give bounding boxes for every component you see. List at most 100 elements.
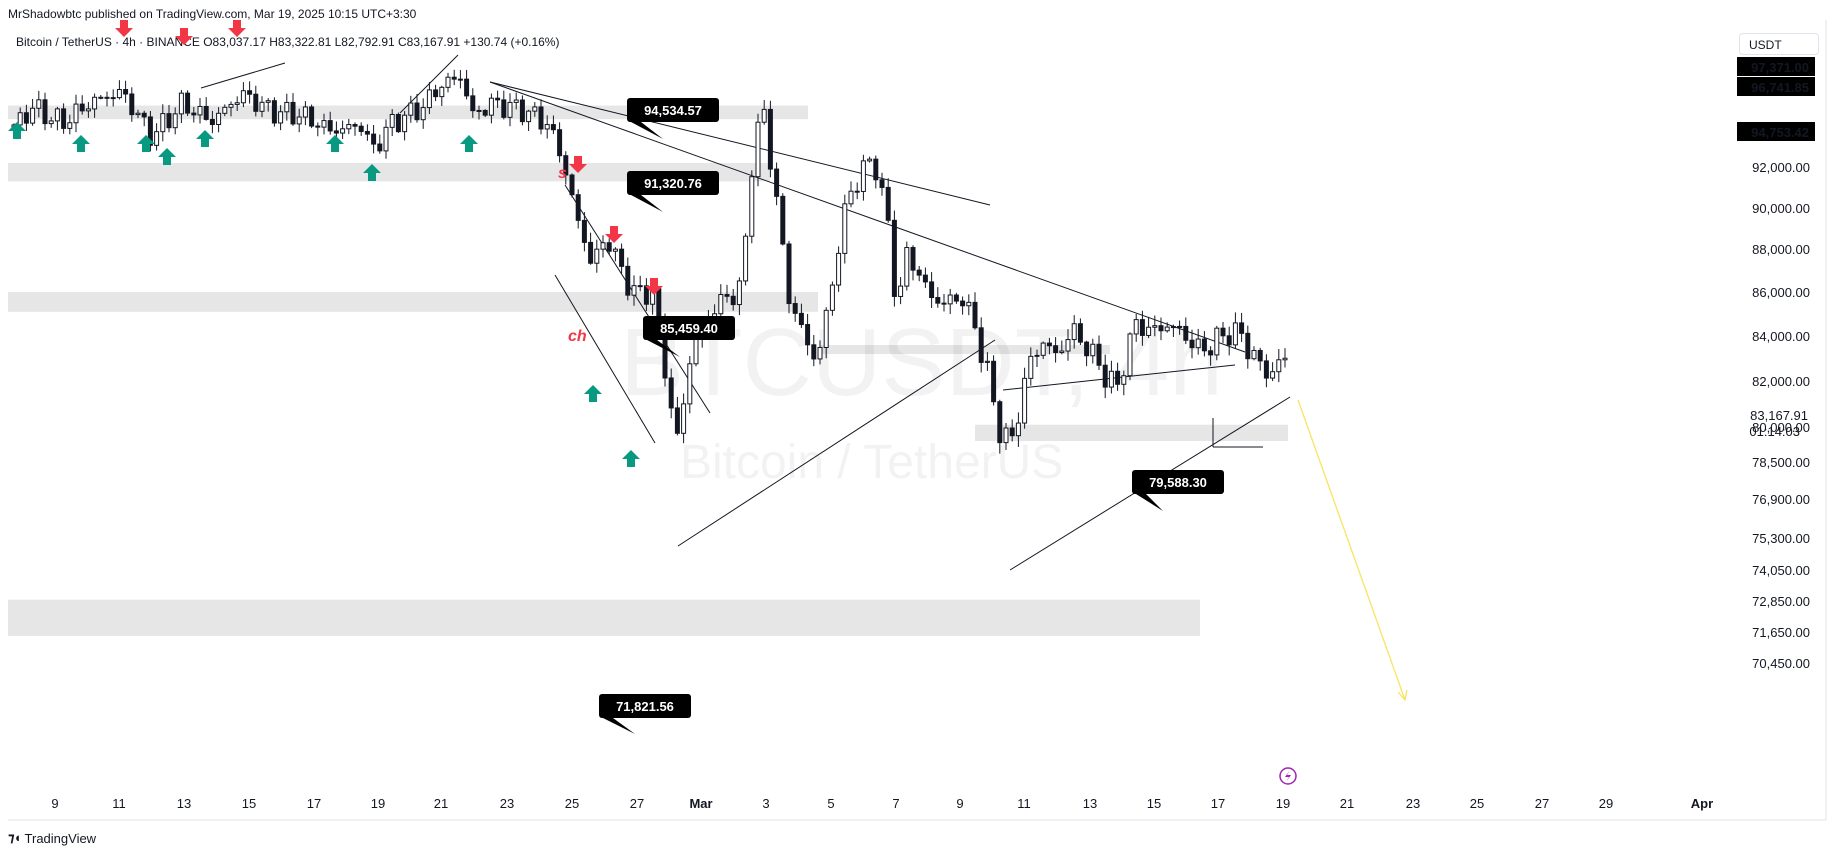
- candle-body: [935, 297, 941, 304]
- candle-body: [848, 190, 854, 205]
- y-tick-label: 72,850.00: [1752, 594, 1810, 609]
- candle-body: [191, 112, 197, 116]
- candle-body: [978, 327, 984, 363]
- candle-body: [873, 158, 879, 181]
- candle-body: [1121, 375, 1127, 385]
- candle-body: [1251, 349, 1257, 360]
- candle-body: [340, 128, 346, 134]
- candle-body: [129, 93, 135, 116]
- candle-body: [73, 103, 79, 124]
- candle-body: [550, 124, 556, 131]
- candle-body: [42, 99, 48, 125]
- y-tick-label: 80,000.00: [1752, 420, 1810, 435]
- candle-body: [104, 96, 110, 99]
- trendline-8: [200, 62, 286, 89]
- x-tick-label: 19: [371, 796, 385, 811]
- y-tick-label: 84,000.00: [1752, 329, 1810, 344]
- candle-body: [1177, 325, 1183, 328]
- candle-body: [110, 97, 116, 100]
- down-arrow-icon: [228, 20, 246, 37]
- candle-body: [513, 99, 519, 103]
- candle-body: [265, 100, 271, 103]
- candle-body: [594, 248, 600, 264]
- candle-body: [1183, 325, 1189, 341]
- candle-body: [495, 97, 501, 101]
- candle-body: [836, 252, 842, 286]
- candle-body: [953, 294, 959, 302]
- candle-body: [1065, 339, 1071, 352]
- candle-body: [805, 324, 811, 346]
- candle-body: [1084, 341, 1090, 357]
- candle-body: [1276, 359, 1282, 373]
- up-arrow-icon: [460, 135, 478, 152]
- candle-body: [1158, 325, 1164, 332]
- projection-arrowhead: [1397, 689, 1408, 702]
- candle-body: [333, 130, 339, 134]
- trendline-0: [489, 81, 991, 206]
- x-tick-label: 15: [242, 796, 256, 811]
- candle-body: [346, 124, 352, 130]
- up-arrow-icon: [158, 148, 176, 165]
- projection-line: [1297, 399, 1406, 701]
- candle-body: [433, 89, 439, 98]
- candle-body: [135, 112, 141, 116]
- candle-body: [1127, 333, 1133, 377]
- x-tick-label: 23: [1406, 796, 1420, 811]
- candle-body: [1040, 342, 1046, 356]
- candle-body: [23, 112, 29, 124]
- candle-body: [823, 309, 829, 348]
- label-pointer: [1136, 494, 1163, 511]
- label-box: [627, 98, 719, 122]
- candle-body: [792, 303, 798, 314]
- x-tick-label: 17: [1211, 796, 1225, 811]
- candle-body: [228, 103, 234, 108]
- candle-body: [1232, 322, 1238, 346]
- price-axis: 96,000.0094,000.0092,000.0090,000.0088,0…: [1737, 20, 1827, 820]
- candle-body: [364, 130, 370, 135]
- symbol-name[interactable]: Bitcoin / TetherUS · 4h · BINANCE: [16, 35, 200, 49]
- y-tick-label: 78,500.00: [1752, 455, 1810, 470]
- candle-body: [1208, 350, 1214, 356]
- candle-body: [798, 312, 804, 326]
- candle-body: [941, 302, 947, 305]
- candle-body: [718, 294, 724, 315]
- candle-body: [829, 284, 835, 311]
- candle-body: [891, 219, 897, 297]
- candle-body: [1152, 325, 1158, 328]
- candle-body: [402, 114, 408, 133]
- candle-body: [507, 101, 513, 118]
- candle-body: [240, 90, 246, 104]
- candle-body: [761, 108, 767, 123]
- price-tag-bg: [1737, 57, 1815, 76]
- candle-body: [247, 90, 253, 95]
- price-label: 71,821.56: [616, 699, 674, 714]
- candle-body: [501, 99, 507, 118]
- candle-body: [445, 76, 451, 88]
- candle-body: [1090, 343, 1096, 357]
- candle-body: [656, 288, 662, 321]
- candle-body: [284, 101, 290, 113]
- label-box: [643, 316, 735, 340]
- x-tick-label: 25: [1470, 796, 1484, 811]
- candle-body: [581, 219, 587, 243]
- candle-body: [389, 113, 395, 128]
- candle-body: [1053, 345, 1059, 354]
- currency-unit-button[interactable]: USDT: [1739, 33, 1819, 55]
- candle-body: [470, 95, 476, 112]
- candle-body: [929, 281, 935, 299]
- zone-5: [8, 599, 1200, 636]
- candle-body: [315, 125, 321, 128]
- x-tick-label: 23: [500, 796, 514, 811]
- candle-body: [123, 89, 129, 95]
- candle-body: [1028, 355, 1034, 379]
- candle-body: [216, 112, 222, 125]
- candle-body: [383, 126, 389, 152]
- candle-body: [767, 108, 773, 170]
- candle-body: [464, 78, 470, 97]
- candle-body: [984, 360, 990, 363]
- label-pointer: [603, 718, 635, 734]
- up-arrow-icon: [326, 135, 344, 152]
- candle-body: [1071, 323, 1077, 341]
- x-tick-label: 25: [565, 796, 579, 811]
